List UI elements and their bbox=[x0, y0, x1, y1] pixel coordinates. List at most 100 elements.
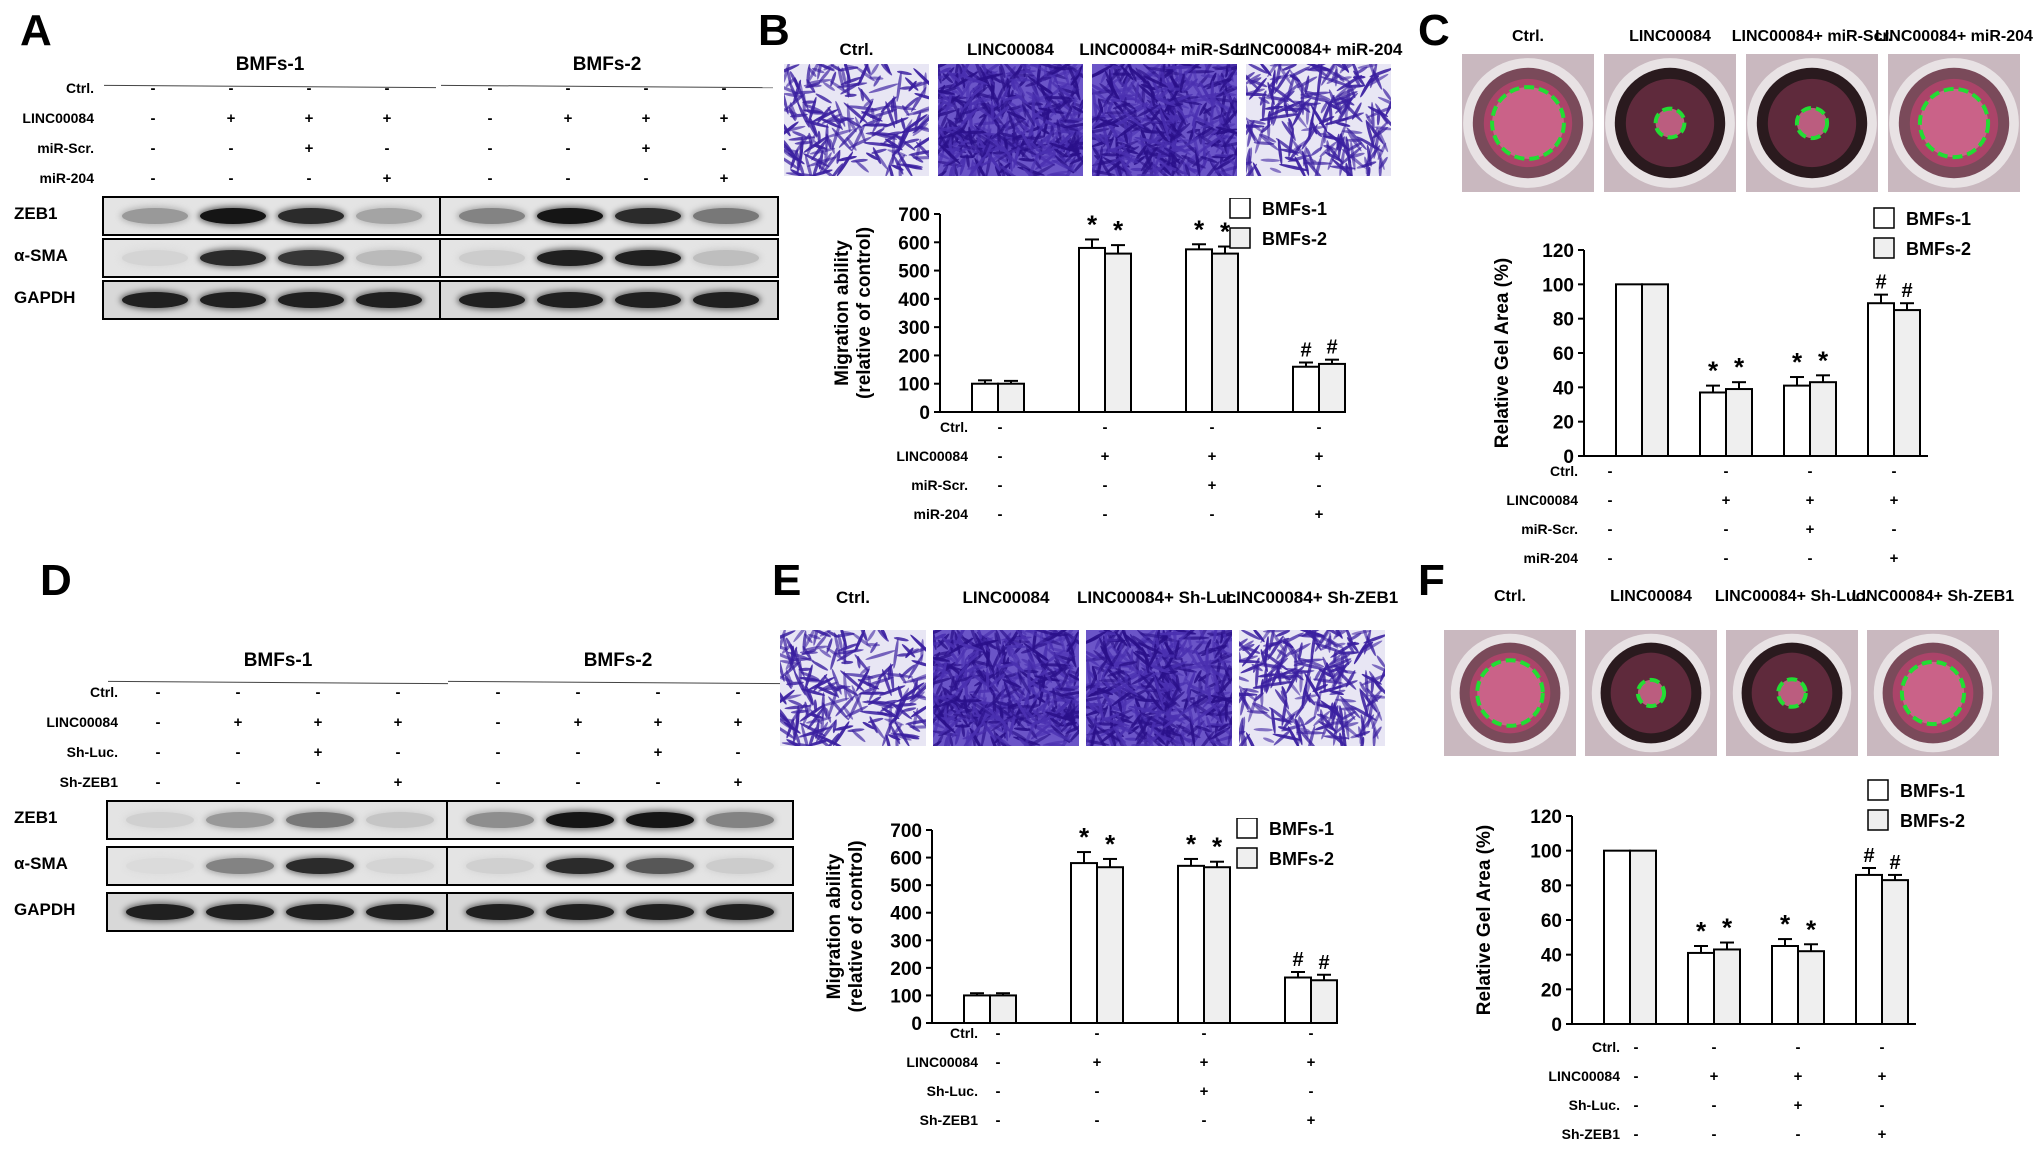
cell bbox=[1246, 116, 1263, 133]
blot-strip bbox=[106, 892, 454, 932]
bar-bmfs-1 bbox=[1783, 384, 1811, 457]
cell bbox=[1045, 711, 1067, 720]
y-tick-label: 700 bbox=[890, 821, 922, 842]
condition-sign: + bbox=[573, 714, 583, 731]
cell bbox=[1016, 736, 1040, 746]
cell bbox=[976, 125, 989, 132]
cell bbox=[1054, 85, 1080, 91]
cell bbox=[784, 83, 800, 95]
cell bbox=[1116, 120, 1142, 139]
cell bbox=[1220, 70, 1237, 77]
y-tick-label: 600 bbox=[890, 849, 922, 870]
cell bbox=[1195, 703, 1219, 721]
cell bbox=[1119, 661, 1138, 666]
condition-label: Sh-ZEB1 bbox=[59, 774, 118, 790]
cell bbox=[841, 67, 847, 85]
cell bbox=[1095, 155, 1103, 176]
cell bbox=[1167, 103, 1184, 107]
cell bbox=[1298, 729, 1318, 746]
cell bbox=[830, 647, 838, 670]
condition-sign: + bbox=[1208, 477, 1217, 494]
y-tick-label: 40 bbox=[1541, 946, 1562, 967]
cell bbox=[1120, 65, 1134, 81]
cell bbox=[1282, 632, 1305, 644]
cell bbox=[963, 139, 981, 153]
cell bbox=[1339, 147, 1345, 176]
cell bbox=[1239, 634, 1253, 658]
cell bbox=[959, 155, 975, 159]
cell bbox=[904, 77, 919, 91]
cell bbox=[1184, 164, 1191, 176]
cell bbox=[1154, 664, 1184, 677]
cell bbox=[1141, 639, 1158, 645]
legend-label: BMFs-1 bbox=[1906, 209, 1971, 229]
cell bbox=[1366, 636, 1376, 657]
cell bbox=[955, 727, 961, 745]
cell bbox=[1013, 690, 1028, 702]
cell bbox=[1366, 120, 1384, 145]
condition-sign: - bbox=[315, 684, 321, 701]
blot-label-zeb1: ZEB1 bbox=[14, 808, 58, 827]
cell bbox=[971, 694, 984, 700]
condition-label: Sh-Luc. bbox=[66, 744, 118, 760]
legend-swatch bbox=[1867, 809, 1889, 831]
condition-sign: + bbox=[1307, 1054, 1316, 1071]
cell bbox=[1097, 668, 1102, 682]
condition-label: miR-204 bbox=[39, 170, 94, 186]
cell bbox=[882, 668, 892, 697]
condition-sign: + bbox=[1710, 1068, 1719, 1085]
condition-sign: - bbox=[487, 170, 493, 187]
cell bbox=[1224, 698, 1228, 722]
cell bbox=[1132, 651, 1153, 669]
cell bbox=[784, 106, 798, 115]
protein-band bbox=[546, 812, 614, 828]
cell bbox=[1117, 80, 1139, 98]
group-label: BMFs-2 bbox=[572, 54, 642, 75]
cell bbox=[1086, 631, 1107, 645]
cell bbox=[806, 686, 814, 706]
image-caption: Ctrl. bbox=[839, 40, 874, 59]
bar-chart-panel-e: 0 100 200 300 400 500 600 700 Migration ability(… bbox=[824, 818, 1338, 1129]
cell bbox=[896, 154, 906, 166]
bar-bmfs-2 bbox=[1310, 979, 1338, 1024]
cell bbox=[1301, 681, 1308, 708]
cell bbox=[1270, 630, 1286, 652]
cell bbox=[1269, 113, 1300, 119]
cell bbox=[1166, 93, 1193, 105]
condition-sign: - bbox=[487, 110, 493, 127]
cell bbox=[825, 707, 832, 723]
cell bbox=[1000, 687, 1020, 700]
cell bbox=[1209, 91, 1217, 123]
migration-image bbox=[1086, 630, 1232, 746]
cell bbox=[813, 699, 818, 713]
y-axis-label: (relative of control) bbox=[854, 227, 875, 399]
legend-swatch bbox=[1229, 198, 1251, 219]
cell bbox=[802, 100, 816, 104]
cell bbox=[780, 652, 785, 682]
cell bbox=[1349, 632, 1362, 641]
condition-label: Ctrl. bbox=[90, 684, 118, 700]
cell bbox=[1038, 76, 1052, 81]
cell bbox=[1019, 64, 1040, 84]
cell bbox=[1341, 130, 1363, 134]
protein-band bbox=[126, 812, 194, 828]
cell bbox=[933, 658, 945, 669]
cell bbox=[858, 686, 879, 695]
cell bbox=[1111, 688, 1136, 707]
condition-label: miR-Scr. bbox=[37, 140, 94, 156]
cell bbox=[1045, 99, 1057, 116]
cell bbox=[909, 725, 926, 729]
cell bbox=[1341, 700, 1356, 721]
cell bbox=[1191, 103, 1201, 127]
cell bbox=[979, 66, 993, 94]
cell bbox=[811, 660, 829, 671]
cell bbox=[885, 148, 897, 176]
y-tick-label: 60 bbox=[1541, 911, 1562, 932]
cell bbox=[1004, 644, 1027, 649]
cell bbox=[1365, 113, 1373, 125]
y-tick-label: 500 bbox=[890, 876, 922, 897]
cell bbox=[885, 734, 891, 746]
cell bbox=[793, 630, 809, 643]
cell bbox=[1103, 649, 1121, 678]
cell bbox=[784, 64, 800, 76]
